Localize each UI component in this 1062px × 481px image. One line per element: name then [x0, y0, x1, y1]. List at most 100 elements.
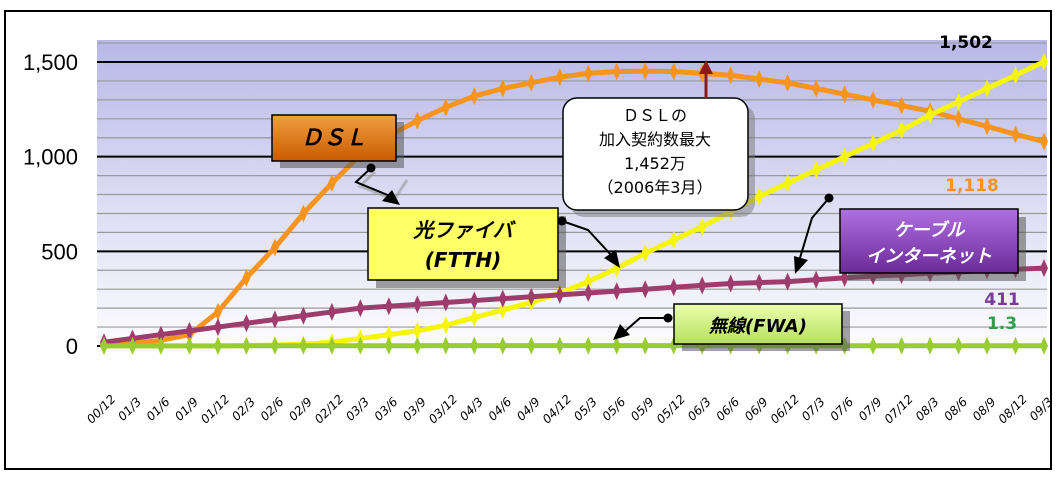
- data-point: [641, 244, 650, 263]
- data-point: [213, 336, 222, 355]
- data-point: [299, 336, 308, 355]
- peak-callout: ＤＳＬの 加入契約数最大 1,452万 （2006年3月）: [562, 60, 755, 217]
- data-point: [213, 302, 222, 321]
- data-point: [926, 106, 935, 125]
- data-point: [612, 336, 621, 355]
- x-tick-label: 05/9: [628, 395, 657, 424]
- data-point: [783, 73, 792, 92]
- data-point: [242, 336, 251, 355]
- data-point: [669, 278, 678, 297]
- data-point: [954, 92, 963, 111]
- data-point: [783, 272, 792, 291]
- data-point: [840, 147, 849, 166]
- data-point: [612, 62, 621, 81]
- data-point: [783, 174, 792, 193]
- data-point: [470, 291, 479, 310]
- data-point: [470, 308, 479, 327]
- x-tick-label: 03/6: [372, 394, 401, 423]
- data-point: [840, 85, 849, 104]
- data-point: [270, 310, 279, 329]
- peak-arrow: [699, 60, 713, 74]
- ftth-label-box: 光ファイバ (FTTH): [367, 207, 566, 288]
- x-tick-label: 04/3: [457, 395, 486, 424]
- data-point: [441, 316, 450, 335]
- data-point: [441, 336, 450, 355]
- data-point: [327, 336, 336, 355]
- data-point: [698, 217, 707, 236]
- data-point: [555, 336, 564, 355]
- data-point: [299, 204, 308, 223]
- data-point: [1040, 132, 1048, 151]
- x-tick-label: 04/6: [485, 394, 514, 423]
- ftth-pointer: [557, 216, 620, 268]
- x-tick-label: 07/9: [856, 395, 885, 424]
- ftth-end-value: 1,502: [939, 33, 993, 53]
- data-point: [413, 336, 422, 355]
- data-point: [156, 336, 165, 355]
- data-point: [584, 336, 593, 355]
- cable-label-line2: インターネット: [866, 246, 992, 267]
- x-tick-label: 01/6: [144, 394, 173, 423]
- data-point: [1040, 336, 1048, 355]
- fwa-label-box: 無線(FWA): [673, 303, 850, 351]
- data-point: [327, 302, 336, 321]
- data-point: [441, 293, 450, 312]
- data-point: [1011, 125, 1020, 144]
- data-point: [156, 325, 165, 344]
- data-point: [498, 79, 507, 98]
- data-point: [983, 79, 992, 98]
- data-point: [213, 318, 222, 337]
- fwa-label: 無線(FWA): [708, 316, 807, 337]
- y-tick-label: 500: [41, 239, 78, 264]
- series-ケーブルインターネット: [100, 259, 1048, 352]
- x-tick-label: 08/9: [970, 395, 999, 424]
- data-point: [897, 96, 906, 115]
- cable-label-box: ケーブル インターネット: [839, 208, 1026, 281]
- data-point: [812, 79, 821, 98]
- x-tick-label: 00/12: [84, 392, 118, 426]
- data-point: [242, 268, 251, 287]
- data-point: [755, 273, 764, 292]
- x-tick-label: 02/12: [312, 392, 346, 426]
- data-point: [641, 336, 650, 355]
- series-無線(FWA): [100, 336, 1048, 355]
- data-point: [641, 280, 650, 299]
- x-tick-label: 01/3: [115, 395, 144, 424]
- data-point: [983, 117, 992, 136]
- x-tick-label: 03/3: [343, 395, 372, 424]
- y-tick-label: 1,000: [23, 145, 78, 170]
- data-point: [669, 62, 678, 81]
- data-point: [555, 285, 564, 304]
- dsl-end-value: 1,118: [945, 176, 999, 196]
- data-point: [527, 287, 536, 306]
- data-point: [983, 336, 992, 355]
- ftth-label-line1: 光ファイバ: [412, 218, 517, 242]
- data-point: [926, 336, 935, 355]
- data-point: [242, 314, 251, 333]
- data-point: [1011, 336, 1020, 355]
- dsl-label: ＤＳＬ: [301, 126, 367, 151]
- data-point: [726, 274, 735, 293]
- data-point: [441, 98, 450, 117]
- data-point: [869, 336, 878, 355]
- dsl-pointer: [354, 163, 409, 205]
- ftth-label-line2: (FTTH): [425, 248, 501, 272]
- data-point: [897, 121, 906, 140]
- x-tick-label: 01/9: [172, 395, 201, 424]
- fwa-pointer: [613, 313, 673, 340]
- x-tick-label: 08/12: [996, 392, 1030, 426]
- data-point: [128, 336, 137, 355]
- series-line: [103, 68, 1045, 347]
- data-point: [470, 87, 479, 106]
- y-tick-label: 1,500: [23, 50, 78, 75]
- data-point: [185, 336, 194, 355]
- x-tick-label: 03/9: [400, 395, 429, 424]
- data-point: [641, 62, 650, 81]
- x-tick-label: 05/3: [571, 395, 600, 424]
- data-point: [698, 276, 707, 295]
- callout-line4: （2006年3月）: [598, 178, 713, 197]
- x-tick-label: 06/9: [742, 395, 771, 424]
- x-tick-label: 02/9: [286, 395, 315, 424]
- cable-label-line1: ケーブル: [894, 220, 966, 241]
